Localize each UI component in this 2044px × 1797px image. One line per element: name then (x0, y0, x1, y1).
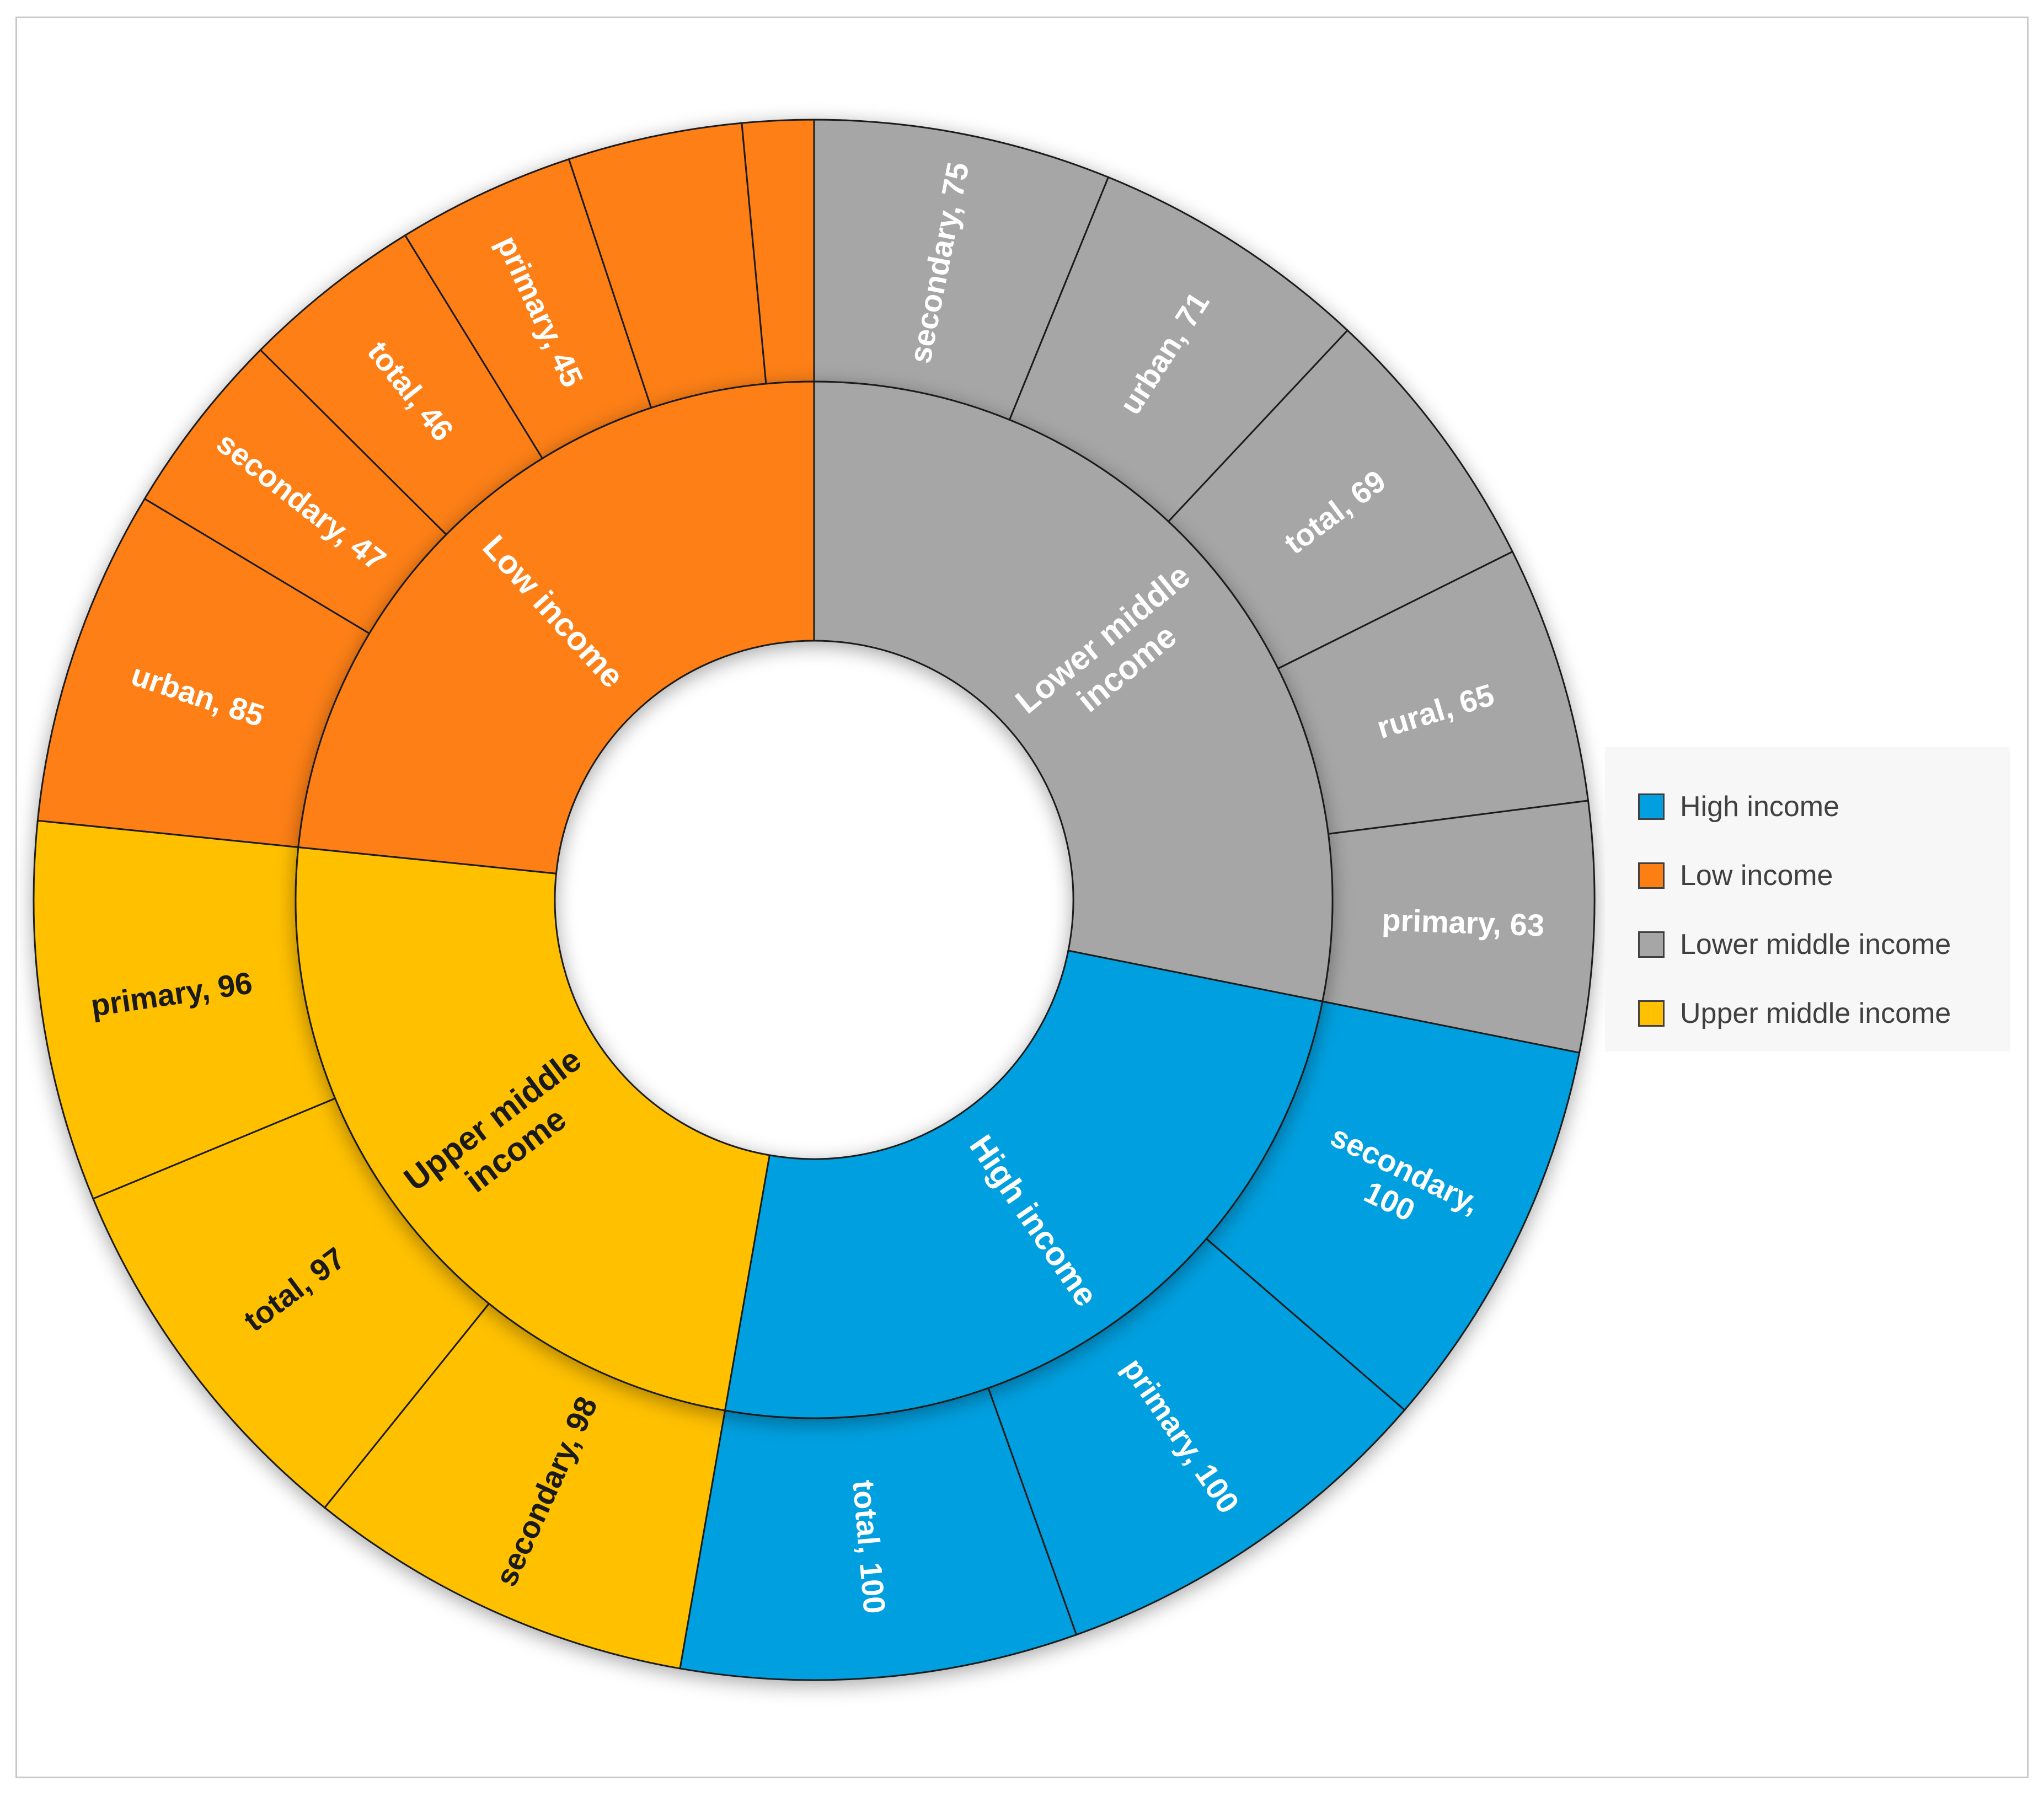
legend-swatch-upper-middle-income (1638, 1000, 1665, 1027)
inner-ring (295, 380, 1334, 1419)
legend-swatch-lower-middle-income (1638, 931, 1665, 958)
legend-item-low-income: Low income (1638, 841, 2010, 910)
group-upper-middle-income (295, 846, 770, 1412)
group-high-income (724, 950, 1324, 1419)
outer-ring (33, 119, 1596, 1681)
legend-label-low-income: Low income (1680, 859, 1833, 892)
legend-label-high-income: High income (1680, 790, 1840, 823)
legend-item-lower-middle-income: Lower middle income (1638, 910, 2010, 979)
group-low-income (297, 380, 815, 875)
legend-swatch-high-income (1638, 793, 1665, 820)
legend-swatch-low-income (1638, 862, 1665, 889)
legend-item-high-income: High income (1638, 772, 2010, 841)
group-lower-middle-income (813, 380, 1334, 1002)
legend: High income Low income Lower middle income… (1605, 747, 2010, 1052)
legend-label-upper-middle-income: Upper middle income (1680, 997, 1951, 1029)
legend-label-lower-middle-income: Lower middle income (1680, 928, 1951, 961)
legend-item-upper-middle-income: Upper middle income (1638, 979, 2010, 1048)
segment-label-lower-middle-income-primary: primary, 63 (1381, 902, 1545, 942)
